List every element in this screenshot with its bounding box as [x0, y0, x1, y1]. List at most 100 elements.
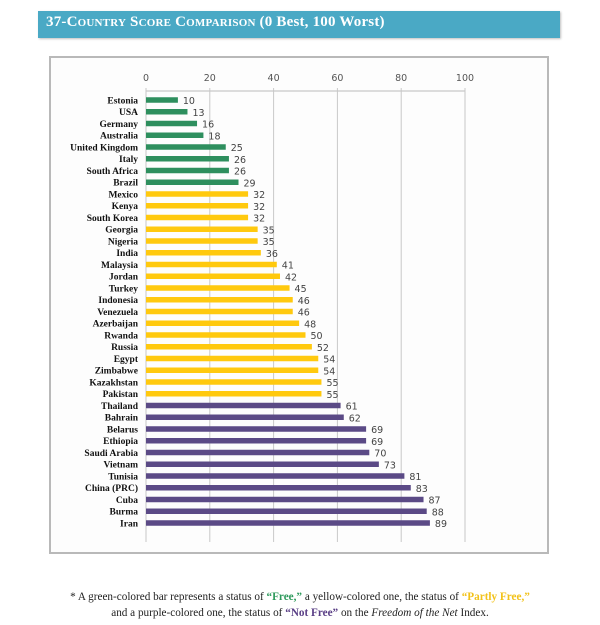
- bar: [146, 132, 204, 138]
- category-label: China (PRC): [85, 483, 138, 494]
- value-label: 52: [317, 343, 329, 354]
- footnote-index-name: Freedom of the Net: [371, 607, 458, 619]
- category-label: Kazakhstan: [89, 378, 138, 388]
- category-label: Cuba: [116, 496, 138, 506]
- bar: [146, 144, 226, 150]
- value-label: 69: [371, 425, 383, 436]
- category-label: India: [116, 249, 138, 259]
- value-label: 16: [202, 120, 214, 131]
- category-label: Vietnam: [104, 461, 139, 471]
- bar: [146, 179, 239, 185]
- bar: [146, 367, 319, 373]
- value-label: 54: [323, 366, 335, 377]
- value-label: 55: [326, 378, 338, 389]
- bar: [146, 308, 293, 315]
- value-label: 26: [234, 155, 246, 166]
- category-label: Tunisia: [108, 472, 138, 482]
- bar: [146, 238, 258, 244]
- bar: [146, 109, 188, 115]
- category-label: Nigeria: [108, 237, 138, 247]
- value-label: 50: [311, 331, 323, 342]
- bar: [146, 496, 424, 503]
- x-tick-label: 20: [204, 73, 216, 84]
- value-label: 42: [285, 272, 297, 283]
- category-label: USA: [119, 108, 138, 118]
- category-label: United Kingdom: [70, 143, 138, 153]
- category-label: South Africa: [87, 167, 139, 177]
- bar: [146, 379, 322, 385]
- value-label: 35: [263, 237, 275, 248]
- value-label: 29: [244, 178, 256, 189]
- footnote-text-5: Index.: [457, 607, 489, 619]
- category-label: Pakistan: [103, 390, 139, 400]
- bar: [146, 203, 249, 209]
- value-label: 10: [183, 96, 195, 107]
- footnote-free-label: “Free,”: [266, 591, 303, 603]
- chart-title-main: 37-Country Score Comparison: [46, 14, 256, 30]
- value-label: 83: [416, 484, 428, 495]
- category-label: Malaysia: [101, 261, 138, 271]
- bar: [146, 297, 293, 303]
- x-tick-label: 40: [268, 73, 280, 84]
- bar: [146, 97, 178, 103]
- value-label: 25: [231, 143, 243, 154]
- category-label: Germany: [99, 120, 138, 130]
- footnote-text-4: on the: [338, 607, 372, 619]
- bars: [146, 97, 430, 526]
- value-label: 70: [374, 449, 386, 460]
- category-label: Georgia: [105, 226, 138, 236]
- bar: [146, 320, 300, 326]
- value-label: 36: [266, 249, 278, 260]
- value-label: 62: [349, 413, 361, 424]
- value-label: 55: [326, 390, 338, 401]
- value-label: 32: [253, 202, 265, 213]
- footnote: * A green-colored bar represents a statu…: [30, 589, 570, 621]
- bar: [146, 449, 370, 456]
- value-label: 81: [409, 472, 421, 483]
- category-label: Kenya: [112, 202, 139, 212]
- value-label: 46: [298, 308, 310, 319]
- value-label: 46: [298, 296, 310, 307]
- value-label: 41: [282, 261, 294, 272]
- category-label: Saudi Arabia: [84, 449, 138, 459]
- category-label: Russia: [111, 343, 138, 353]
- category-label: Jordan: [109, 273, 139, 283]
- category-label: Mexico: [108, 190, 138, 200]
- value-label: 89: [435, 519, 447, 530]
- bar: [146, 508, 427, 514]
- category-label: Australia: [100, 132, 138, 142]
- bar: [146, 461, 379, 467]
- value-label: 26: [234, 167, 246, 178]
- value-label: 32: [253, 190, 265, 201]
- x-axis-ticks: 0 20 40 60 80 100: [143, 73, 474, 84]
- value-label: 48: [304, 319, 316, 330]
- category-label: Thailand: [101, 402, 139, 412]
- category-label: Brazil: [113, 179, 138, 189]
- bar: [146, 156, 229, 162]
- bar: [146, 120, 198, 127]
- bar: [146, 355, 319, 362]
- footnote-text-3: and a purple-colored one, the status of: [111, 607, 286, 619]
- category-label: Venezuela: [97, 308, 138, 318]
- x-tick-label: 60: [331, 73, 343, 84]
- category-label: Estonia: [107, 96, 138, 106]
- bar: [146, 167, 229, 174]
- category-label: Zimbabwe: [95, 367, 138, 377]
- category-label: Rwanda: [104, 331, 138, 341]
- footnote-text-1: * A green-colored bar represents a statu…: [70, 591, 267, 603]
- category-label: Italy: [119, 155, 138, 165]
- x-tick-label: 0: [143, 73, 149, 84]
- bar: [146, 438, 367, 444]
- title-bar: 37-Country Score Comparison (0 Best, 100…: [38, 11, 560, 38]
- bar: [146, 261, 277, 268]
- bar: [146, 226, 258, 232]
- category-label: Indonesia: [98, 296, 138, 306]
- bar: [146, 214, 249, 221]
- bar: [146, 273, 280, 279]
- bar: [146, 332, 306, 338]
- category-label: Egypt: [114, 355, 139, 365]
- value-label: 32: [253, 214, 265, 225]
- value-label: 45: [295, 284, 307, 295]
- chart-frame: [49, 56, 549, 554]
